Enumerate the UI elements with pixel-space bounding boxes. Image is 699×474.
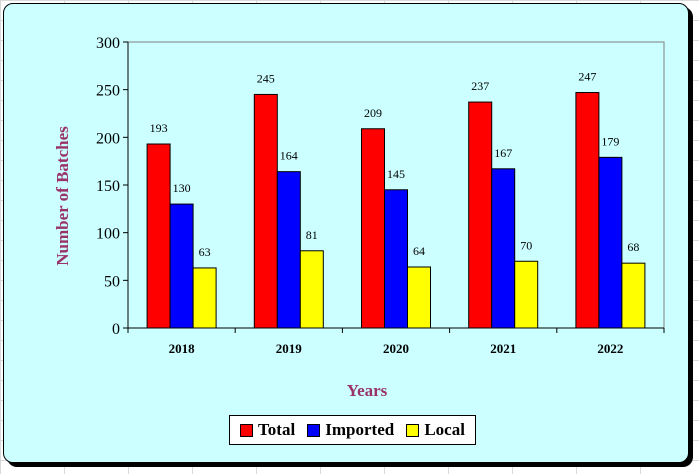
bar-local-2019 [299, 250, 324, 329]
y-tick-label: 100 [96, 226, 120, 243]
data-label: 237 [471, 79, 489, 93]
x-tick-label: 2022 [597, 341, 623, 356]
data-label: 164 [280, 149, 298, 163]
data-label: 167 [494, 146, 512, 160]
y-tick-label: 250 [96, 83, 120, 100]
bar-total-2021 [468, 101, 493, 329]
bar-total-2022 [575, 92, 600, 329]
y-tick-label: 200 [96, 130, 120, 147]
bar-imported-2019 [276, 171, 301, 329]
legend-swatch-local [406, 423, 420, 437]
data-label: 245 [257, 71, 275, 85]
data-label: 130 [173, 181, 191, 195]
x-tick-label: 2021 [490, 341, 516, 356]
y-tick-label: 300 [96, 35, 120, 52]
chart-area [3, 3, 689, 463]
bar-imported-2022 [598, 156, 623, 329]
y-tick-label: 150 [96, 178, 120, 195]
data-label: 70 [520, 238, 532, 252]
legend-swatch-total [240, 423, 254, 437]
x-axis: 2018 2019 2020 2021 2022 [127, 327, 665, 356]
x-tick-label: 2020 [383, 341, 409, 356]
bar-local-2022 [621, 262, 646, 329]
bars-group: 193 130 63 245 164 81 209 145 64 237 167 70 247 179 68 [146, 70, 646, 329]
legend-label-imported: Imported [325, 420, 395, 439]
data-label: 179 [601, 134, 619, 148]
legend-label-total: Total [258, 420, 296, 439]
legend-swatch-imported [307, 423, 321, 437]
bar-total-2020 [361, 128, 385, 329]
data-label: 81 [306, 228, 318, 242]
data-label: 145 [387, 167, 405, 181]
x-axis-label: Years [347, 381, 388, 400]
x-tick-label: 2018 [169, 341, 196, 356]
data-label: 64 [413, 244, 425, 258]
x-tick-label: 2019 [276, 341, 303, 356]
bar-imported-2021 [491, 168, 516, 329]
bar-local-2018 [192, 267, 217, 329]
data-label: 193 [150, 121, 168, 135]
legend: Total Imported Local [229, 415, 476, 445]
data-label: 247 [578, 70, 596, 84]
y-axis-label: Number of Batches [53, 126, 72, 266]
y-axis: 0 50 100 150 200 250 300 [96, 35, 129, 338]
bar-total-2018 [146, 143, 171, 329]
data-label: 68 [627, 240, 639, 254]
legend-label-local: Local [424, 420, 465, 439]
bar-imported-2020 [384, 189, 408, 329]
legend-item-imported: Imported [307, 420, 394, 440]
data-label: 63 [199, 245, 211, 259]
bar-imported-2018 [169, 203, 194, 329]
data-label: 209 [364, 106, 382, 120]
legend-item-local: Local [406, 420, 465, 440]
y-tick-label: 50 [104, 273, 120, 290]
bar-local-2021 [514, 260, 539, 329]
bar-local-2020 [407, 266, 431, 329]
y-tick-label: 0 [112, 321, 120, 338]
legend-item-total: Total [240, 420, 295, 440]
bar-total-2019 [253, 93, 278, 329]
